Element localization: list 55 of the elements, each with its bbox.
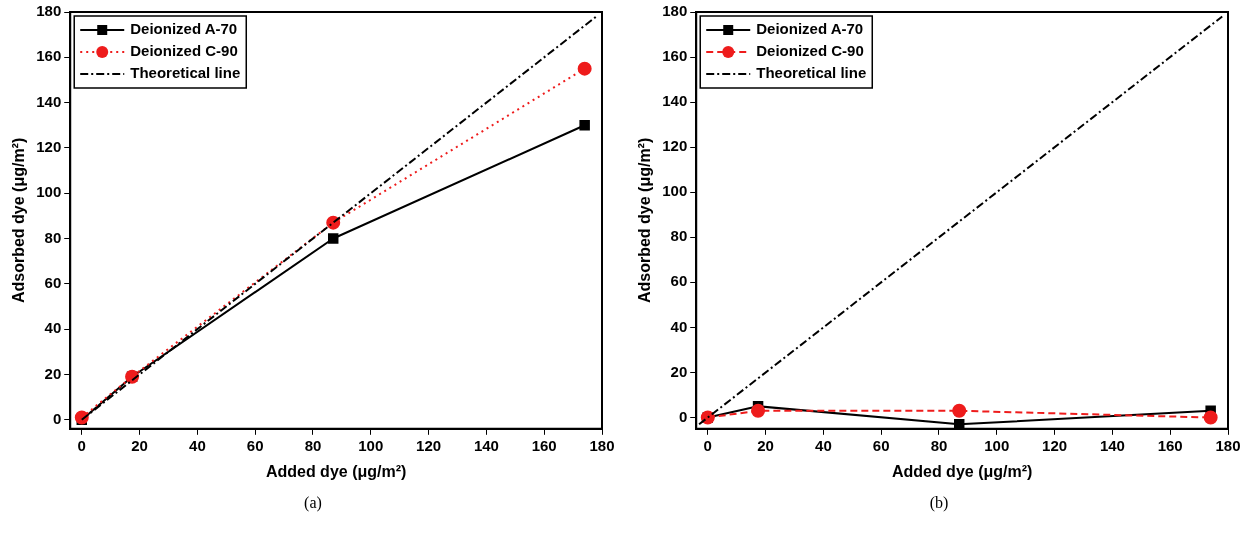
x-tick-label: 140 — [473, 436, 499, 454]
y-axis-title: Adsorbed dye (μg/m²) — [10, 137, 28, 304]
x-tick-label: 80 — [304, 436, 322, 454]
x-tick-label: 20 — [131, 436, 148, 454]
x-axis-title: Added dye (μg/m²) — [891, 462, 1033, 480]
legend-label: Deionized A-70 — [130, 20, 238, 38]
y-axis-title: Adsorbed dye (μg/m²) — [636, 137, 654, 304]
x-tick-label: 160 — [1157, 436, 1183, 454]
x-tick-label: 0 — [703, 436, 712, 454]
x-tick-label: 160 — [531, 436, 557, 454]
y-tick-label: 160 — [662, 47, 688, 65]
y-tick-label: 0 — [678, 407, 688, 425]
point — [327, 233, 339, 244]
y-tick-label: 140 — [36, 92, 62, 110]
x-tick-label: 180 — [589, 436, 615, 454]
y-tick-label: 100 — [36, 183, 62, 201]
x-tick-label: 40 — [189, 436, 206, 454]
x-tick-label: 120 — [1042, 436, 1068, 454]
y-tick-label: 180 — [36, 2, 62, 20]
y-tick-label: 80 — [670, 227, 688, 245]
x-tick-label: 20 — [757, 436, 774, 454]
y-tick-label: 0 — [52, 409, 62, 427]
y-tick-label: 20 — [44, 364, 62, 382]
x-tick-label: 120 — [416, 436, 442, 454]
x-tick-label: 60 — [246, 436, 264, 454]
y-tick-label: 40 — [670, 317, 688, 335]
y-tick-label: 60 — [44, 273, 62, 291]
y-tick-label: 60 — [670, 272, 688, 290]
x-tick-label: 180 — [1215, 436, 1241, 454]
x-tick-label: 60 — [872, 436, 890, 454]
point — [577, 61, 592, 76]
x-tick-label: 140 — [1099, 436, 1125, 454]
legend-label: Deionized C-90 — [756, 42, 864, 60]
point — [579, 120, 590, 131]
y-tick-label: 80 — [44, 228, 62, 246]
y-tick-label: 120 — [36, 138, 62, 156]
x-tick-label: 100 — [984, 436, 1010, 454]
text: (b) — [928, 494, 950, 512]
y-tick-label: 140 — [662, 92, 688, 110]
legend-label: Theoretical line — [130, 64, 241, 82]
y-tick-label: 120 — [662, 137, 688, 155]
legend-label: Theoretical line — [756, 64, 867, 82]
x-axis-title: Added dye (μg/m²) — [265, 462, 407, 480]
x-tick-label: 80 — [930, 436, 948, 454]
x-tick-label: 40 — [815, 436, 832, 454]
text: (a) — [303, 494, 323, 512]
y-tick-label: 20 — [670, 362, 688, 380]
y-tick-label: 40 — [44, 319, 62, 337]
y-tick-label: 180 — [662, 2, 688, 20]
legend-label: Deionized A-70 — [756, 20, 864, 38]
x-tick-label: 100 — [358, 436, 384, 454]
y-tick-label: 100 — [662, 182, 688, 200]
y-tick-label: 160 — [36, 47, 62, 65]
legend-label: Deionized C-90 — [130, 42, 238, 60]
x-tick-label: 0 — [77, 436, 86, 454]
